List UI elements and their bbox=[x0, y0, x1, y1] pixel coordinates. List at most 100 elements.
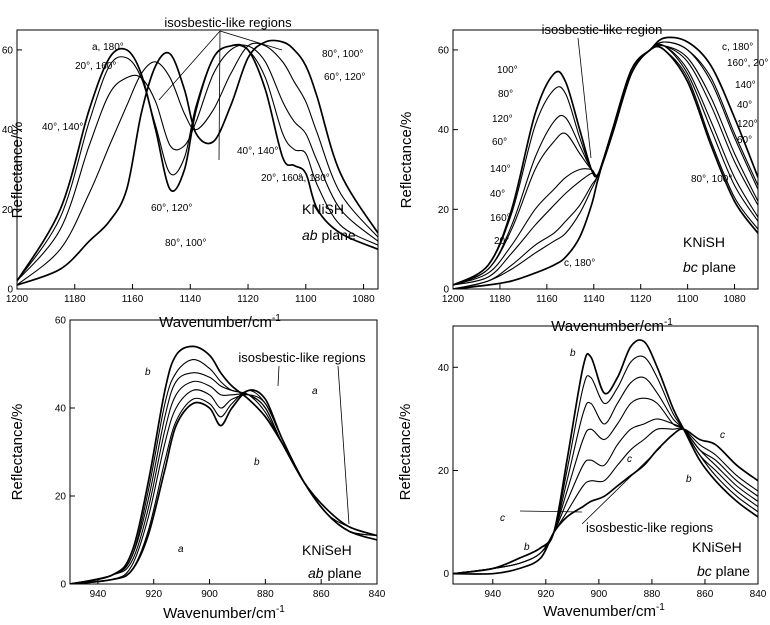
curve-label: a, 180° bbox=[92, 42, 124, 53]
plane-label: bc plane bbox=[697, 563, 750, 579]
curve-label: b bbox=[524, 542, 530, 553]
curves bbox=[17, 39, 378, 286]
annotation-isosbestic: isosbestic-like regions bbox=[164, 15, 292, 30]
plot-frame bbox=[16, 29, 379, 290]
curve-label: a bbox=[312, 386, 318, 397]
x-tick-label: 1160 bbox=[122, 294, 144, 305]
arrow bbox=[337, 365, 350, 525]
curves bbox=[70, 345, 377, 584]
y-axis-label: Reflectance/% bbox=[398, 112, 415, 209]
curve-label: 80°, 100° bbox=[165, 238, 206, 249]
y-axis-label: Reflectance/% bbox=[9, 122, 26, 219]
y-tick-label: 0 bbox=[7, 285, 13, 296]
sample-label: KNiSeH bbox=[302, 542, 352, 558]
x-tick-label: 1180 bbox=[64, 294, 86, 305]
arrow bbox=[577, 37, 592, 159]
arrow bbox=[581, 446, 662, 525]
series-line bbox=[17, 43, 378, 282]
plane-label: ab plane bbox=[302, 227, 356, 243]
annotation-isosbestic: isosbestic-like regions bbox=[238, 350, 366, 365]
x-tick-label: 900 bbox=[591, 589, 608, 600]
plot-frame bbox=[452, 325, 759, 585]
curve-label: 80°, 100° bbox=[322, 49, 363, 60]
x-tick-label: 900 bbox=[201, 589, 218, 600]
panel-knish-bc: 1200 1180 1160 1140 1120 1100 1080 0 20 40 60 Ref… bbox=[398, 22, 768, 335]
series-line bbox=[453, 41, 758, 289]
curve-label: c, 180° bbox=[564, 258, 595, 269]
x-tick-label: 1080 bbox=[723, 294, 746, 305]
y-tick-label: 40 bbox=[2, 125, 14, 136]
curve-label: 20°, 160° bbox=[75, 61, 116, 72]
x-tick-label: 1080 bbox=[352, 294, 375, 305]
x-ticks: 940 920 900 880 860 840 bbox=[484, 579, 767, 600]
plane-label: ab plane bbox=[308, 565, 362, 581]
x-tick-label: 860 bbox=[697, 589, 714, 600]
x-tick-label: 1120 bbox=[237, 294, 259, 305]
y-tick-label: 60 bbox=[55, 316, 67, 327]
y-tick-label: 0 bbox=[443, 569, 449, 580]
panel-knish-ab: 1200 1180 1160 1140 1120 1100 1080 0 20 40 60 Ref… bbox=[2, 15, 379, 331]
series-line bbox=[453, 376, 758, 575]
arrow bbox=[218, 30, 221, 161]
x-axis-label: Wavenumber/cm-1 bbox=[163, 604, 285, 622]
x-tick-label: 1120 bbox=[630, 294, 652, 305]
curve-label: 40° bbox=[737, 100, 752, 111]
curve-label: 120° bbox=[492, 114, 513, 125]
x-tick-label: 1140 bbox=[583, 294, 605, 305]
y-tick-label: 40 bbox=[55, 404, 67, 415]
curve-label: 60°, 120° bbox=[151, 203, 192, 214]
curve-label: 140° bbox=[490, 164, 511, 175]
curves bbox=[453, 36, 758, 289]
arrow bbox=[219, 30, 283, 51]
curve-label: 140° bbox=[735, 80, 756, 91]
curve-label: b bbox=[145, 367, 151, 378]
y-tick-label: 20 bbox=[55, 492, 67, 503]
sample-label: KNiSH bbox=[302, 201, 344, 217]
x-tick-label: 1180 bbox=[489, 294, 511, 305]
y-tick-label: 40 bbox=[438, 125, 450, 136]
curve-label: 80° bbox=[498, 89, 513, 100]
x-tick-label: 940 bbox=[90, 589, 107, 600]
curve-label: 60° bbox=[737, 135, 752, 146]
curve-label: 20°, 160° bbox=[261, 173, 302, 184]
series-line bbox=[453, 428, 758, 575]
curve-label: c bbox=[720, 430, 725, 441]
panel-kniseh-ab: 940 920 900 880 860 840 0 20 40 60 Reflectance/%… bbox=[9, 316, 386, 623]
curve-label: c, 180° bbox=[722, 42, 753, 53]
panel-kniseh-bc: 940 920 900 880 860 840 0 20 40 Reflectance/% W… bbox=[397, 325, 767, 620]
x-tick-label: 1140 bbox=[180, 294, 202, 305]
curve-label: 40° bbox=[490, 189, 505, 200]
sample-label: KNiSeH bbox=[692, 539, 742, 555]
series-line bbox=[17, 44, 378, 282]
y-tick-label: 0 bbox=[443, 285, 449, 296]
plane-label: bc plane bbox=[683, 259, 736, 275]
x-tick-label: 1200 bbox=[6, 294, 29, 305]
y-ticks: 0 20 40 60 bbox=[55, 316, 75, 591]
curve-label: c bbox=[500, 513, 505, 524]
y-ticks: 0 20 40 60 bbox=[438, 45, 458, 296]
sample-label: KNiSH bbox=[683, 234, 725, 250]
curve-label: 160°, 20° bbox=[727, 58, 768, 69]
x-tick-label: 1200 bbox=[442, 294, 465, 305]
arrow bbox=[158, 30, 221, 101]
plot-frame bbox=[452, 29, 759, 290]
y-tick-label: 20 bbox=[438, 466, 450, 477]
curve-label: b bbox=[570, 348, 576, 359]
curve-label: 80°, 100° bbox=[691, 174, 732, 185]
curve-label: 100° bbox=[497, 65, 518, 76]
arrow bbox=[277, 365, 280, 387]
curves bbox=[453, 339, 758, 575]
annotation-isosbestic: isosbestic-like regions bbox=[586, 520, 714, 535]
series-line bbox=[453, 36, 758, 289]
y-ticks: 0 20 40 bbox=[438, 363, 458, 580]
curve-label: 20° bbox=[494, 236, 509, 247]
curve-label: b bbox=[254, 457, 260, 468]
series-line bbox=[17, 42, 378, 286]
x-tick-label: 880 bbox=[644, 589, 661, 600]
x-tick-label: 840 bbox=[750, 589, 767, 600]
y-tick-label: 40 bbox=[438, 363, 450, 374]
curve-label: 40°, 140° bbox=[42, 122, 83, 133]
series-line bbox=[17, 39, 378, 286]
y-tick-label: 20 bbox=[438, 205, 450, 216]
x-tick-label: 1100 bbox=[677, 294, 699, 305]
